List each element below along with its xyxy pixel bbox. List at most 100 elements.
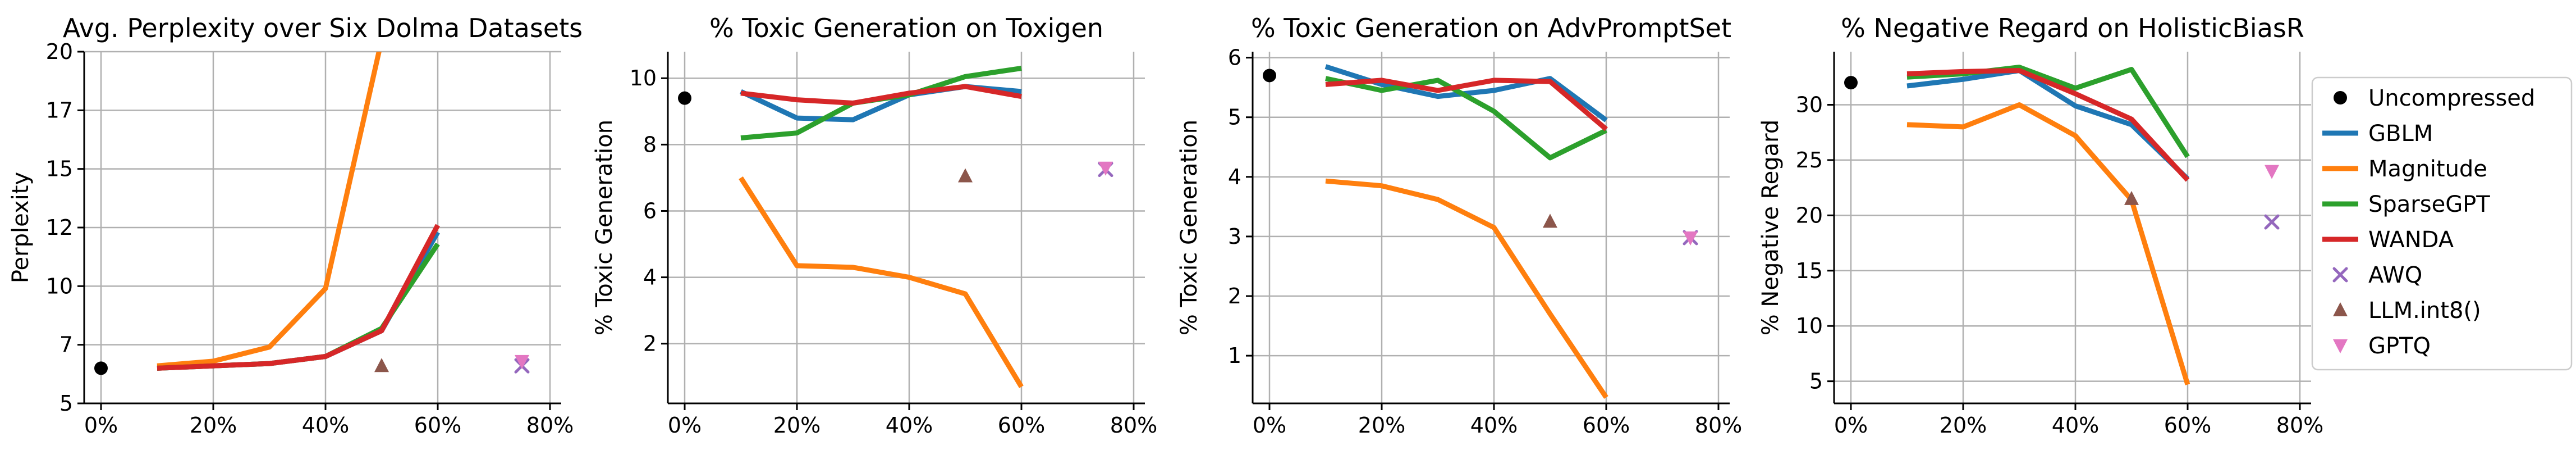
y-axis-label: % Toxic Generation xyxy=(592,120,617,335)
legend-item-uncompressed: Uncompressed xyxy=(2334,85,2535,111)
y-tick-label: 15 xyxy=(1796,258,1823,283)
y-tick-label: 10 xyxy=(1796,313,1823,338)
series-line-magnitude xyxy=(1325,178,1608,399)
y-tick-label: 10 xyxy=(630,66,657,90)
series-line-gblm xyxy=(1906,68,2190,181)
point-markers xyxy=(1844,76,2280,230)
legend-label: Magnitude xyxy=(2368,156,2487,182)
chart-panel-4: 0% 20% 40% 60% 80% 5 10 15 20 25 30 % Negative Rega… xyxy=(1758,13,2323,438)
x-tick-label: 80% xyxy=(1110,413,1157,438)
y-tick-label: 5 xyxy=(59,391,73,416)
y-tick-label: 2 xyxy=(643,331,657,356)
legend-item-gptq: GPTQ xyxy=(2333,333,2431,359)
legend-swatch-stroke-b xyxy=(2332,267,2348,283)
y-axis-label: Perplexity xyxy=(8,172,34,283)
y-tick-label: 5 xyxy=(1228,105,1241,130)
series-line-wanda xyxy=(157,224,440,371)
point-gptq xyxy=(1098,161,1113,176)
legend-item-sparsegpt: SparseGPT xyxy=(2322,192,2490,217)
legend-item-llm-int8: LLM.int8() xyxy=(2333,298,2481,324)
y-tick-label: 20 xyxy=(46,39,73,64)
series-line-sparsegpt xyxy=(1325,76,1607,161)
x-tick-label: 20% xyxy=(1940,413,1987,438)
legend-label: WANDA xyxy=(2368,227,2454,253)
legend-label: SparseGPT xyxy=(2368,192,2490,217)
point-llm-int8 xyxy=(2124,190,2139,205)
y-tick-label: 7 xyxy=(59,333,73,357)
y-tick-label: 2 xyxy=(1228,284,1241,308)
x-tick-label: 80% xyxy=(526,413,574,438)
point-llm-int8 xyxy=(1543,213,1557,228)
y-tick-label: 3 xyxy=(1228,224,1241,249)
point-markers xyxy=(678,91,1113,183)
legend-swatch xyxy=(2332,267,2348,283)
x-tick-label: 40% xyxy=(1470,413,1518,438)
legend-frame xyxy=(2311,76,2573,371)
y-tick-label: 10 xyxy=(46,274,73,298)
x-tick-label: 20% xyxy=(773,413,821,438)
series-line-magnitude xyxy=(1906,102,2190,385)
x-tick-label: 80% xyxy=(1695,413,1742,438)
series-line-wanda xyxy=(1325,78,1608,131)
x-tick-label: 0% xyxy=(84,413,118,438)
y-tick-label: 30 xyxy=(1796,92,1823,117)
y-tick-label: 15 xyxy=(46,157,73,181)
point-uncompressed xyxy=(1263,69,1276,83)
point-uncompressed xyxy=(678,91,691,105)
x-tick-label: 0% xyxy=(1834,413,1868,438)
x-tick-label: 60% xyxy=(998,413,1045,438)
series-line-wanda xyxy=(740,84,1022,106)
point-awq-stroke-b xyxy=(2264,214,2280,230)
x-tick-label: 40% xyxy=(302,413,349,438)
y-tick-label: 5 xyxy=(1809,369,1823,394)
y-tick-label: 20 xyxy=(1796,203,1823,228)
point-gptq xyxy=(2265,165,2279,179)
grid xyxy=(668,52,1145,403)
grid xyxy=(84,51,561,405)
point-llm-int8 xyxy=(958,168,973,183)
series-line-magnitude xyxy=(739,176,1024,388)
chart-title: % Toxic Generation on Toxigen xyxy=(709,13,1103,43)
legend-swatch xyxy=(2333,339,2348,353)
x-tick-label: 0% xyxy=(1253,413,1286,438)
point-gptq xyxy=(1683,231,1698,246)
chart-title: Avg. Perplexity over Six Dolma Datasets xyxy=(63,13,583,43)
x-tick-label: 60% xyxy=(1583,413,1630,438)
legend-label: AWQ xyxy=(2368,262,2422,288)
y-tick-label: 1 xyxy=(1228,343,1241,368)
series-line-magnitude xyxy=(157,52,382,369)
legend-swatch xyxy=(2334,91,2347,104)
point-uncompressed xyxy=(94,361,108,375)
legend-item-awq: AWQ xyxy=(2332,262,2422,288)
legend-label: GPTQ xyxy=(2368,333,2431,359)
x-tick-label: 40% xyxy=(886,413,933,438)
series-lines xyxy=(157,52,440,371)
legend-swatch xyxy=(2333,302,2348,316)
x-tick-label: 40% xyxy=(2052,413,2099,438)
y-tick-label: 4 xyxy=(1228,165,1241,189)
chart-title: % Toxic Generation on AdvPromptSet xyxy=(1251,13,1731,43)
series-lines xyxy=(1324,64,1608,399)
series-lines xyxy=(739,66,1024,388)
y-tick-label: 6 xyxy=(643,198,657,223)
grid xyxy=(1253,52,1730,403)
point-llm-int8 xyxy=(374,358,389,372)
y-tick-label: 12 xyxy=(46,215,73,240)
x-tick-label: 20% xyxy=(190,413,237,438)
series-line-wanda xyxy=(1906,68,2190,182)
y-tick-label: 25 xyxy=(1796,148,1823,172)
legend: Uncompressed GBLM Magnitude SparseGPT WANDA A… xyxy=(2311,76,2573,371)
point-markers xyxy=(1263,69,1698,246)
x-tick-label: 20% xyxy=(1358,413,1405,438)
series-lines xyxy=(1906,65,2190,385)
point-markers xyxy=(94,355,530,375)
chart-title: % Negative Regard on HolisticBiasR xyxy=(1841,13,2304,43)
y-tick-label: 17 xyxy=(46,98,73,122)
x-tick-label: 0% xyxy=(668,413,702,438)
legend-item-magnitude: Magnitude xyxy=(2322,156,2487,182)
chart-panel-2: 0% 20% 40% 60% 80% 2 4 6 8 10 % Toxic Generation o… xyxy=(592,13,1157,438)
y-axis-label: % Negative Regard xyxy=(1758,120,1784,336)
x-tick-label: 60% xyxy=(414,413,461,438)
